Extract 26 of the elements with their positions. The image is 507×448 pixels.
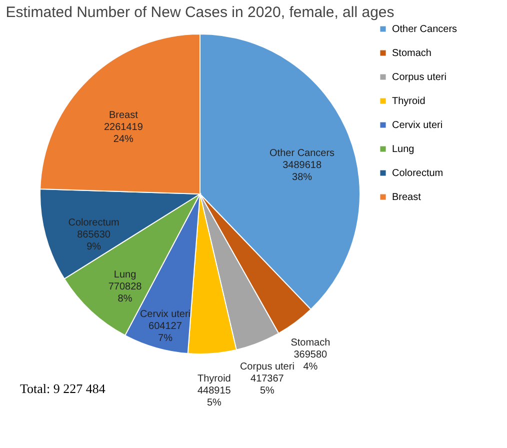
slice-label: Lung	[114, 269, 136, 280]
legend-label: Cervix uteri	[392, 120, 443, 131]
data-label: 604127 7%	[148, 321, 182, 344]
slice-label: Breast	[108, 110, 138, 122]
slice-label: Corpus uteri	[240, 361, 294, 372]
chart-title: Estimated Number of New Cases in 2020, female, all ages	[6, 4, 394, 21]
text: Total: 9 227 484	[20, 381, 106, 396]
data-label: 417367 5%	[250, 373, 284, 396]
slice-label: Cervix uteri	[140, 309, 191, 320]
legend-label: Colorectum	[392, 168, 444, 179]
data-label: 2261419 24%	[104, 122, 144, 146]
legend-label: Breast	[392, 192, 422, 203]
slice-label: Thyroid	[198, 373, 231, 384]
data-label: 369580 4%	[294, 349, 328, 372]
data-label: 3489618 38%	[282, 160, 322, 183]
legend-label: Thyroid	[392, 96, 426, 107]
data-label: 448915 5%	[198, 385, 232, 408]
legend-label: Stomach	[392, 48, 432, 59]
slice-label: Stomach	[290, 337, 330, 348]
legend-label: Other Cancers	[392, 24, 458, 35]
legend-label: Corpus uteri	[392, 72, 446, 83]
data-label: 770828 8%	[108, 281, 142, 304]
slice-label: Colorectum	[68, 218, 120, 229]
slice-label: Other Cancers	[270, 148, 335, 159]
data-label: 865630 9%	[77, 230, 111, 253]
legend-label: Lung	[392, 144, 414, 155]
